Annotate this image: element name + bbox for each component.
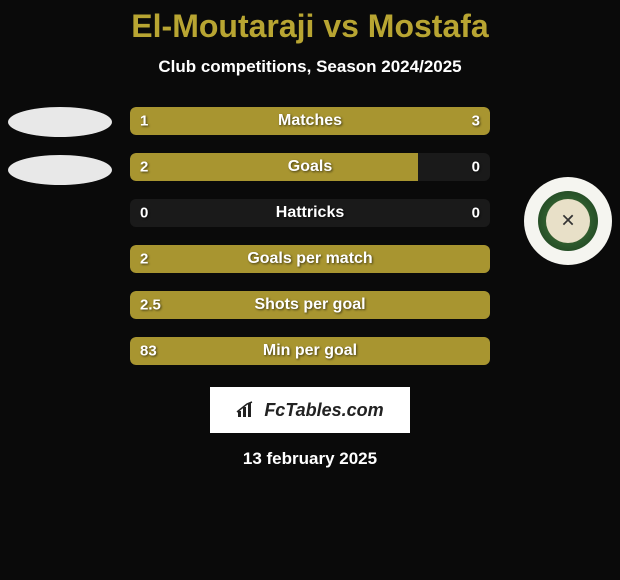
bar-fill-right: [220, 107, 490, 135]
footer-brand: FcTables.com: [210, 387, 410, 433]
stat-row: 2 Goals per match: [130, 245, 490, 273]
stat-row: 2.5 Shots per goal: [130, 291, 490, 319]
stat-label: Min per goal: [263, 342, 357, 360]
stat-label: Shots per goal: [254, 296, 365, 314]
stat-value-left: 0: [140, 205, 148, 222]
stat-value-left: 1: [140, 113, 148, 130]
stat-value-left: 2.5: [140, 297, 161, 314]
stat-value-left: 2: [140, 251, 148, 268]
stat-label: Hattricks: [276, 204, 344, 222]
stat-label: Matches: [278, 112, 342, 130]
left-logo-placeholder-2: [8, 155, 112, 185]
stat-bars: 1 Matches 3 2 Goals 0 0 Hattricks 0 2 Goals per ma…: [130, 107, 490, 365]
stat-row: 83 Min per goal: [130, 337, 490, 365]
stat-value-left: 83: [140, 343, 157, 360]
stat-value-right: 0: [472, 205, 480, 222]
footer-brand-text: FcTables.com: [264, 400, 383, 421]
stat-value-right: 3: [472, 113, 480, 130]
left-player-logos: [8, 107, 112, 185]
stat-row: 1 Matches 3: [130, 107, 490, 135]
club-badge-icon: [524, 177, 612, 265]
left-logo-placeholder-1: [8, 107, 112, 137]
bar-fill-left: [130, 153, 418, 181]
subtitle: Club competitions, Season 2024/2025: [0, 57, 620, 77]
stat-label: Goals per match: [247, 250, 372, 268]
chart-icon: [236, 401, 258, 419]
right-player-logo: [524, 177, 612, 265]
footer-date: 13 february 2025: [0, 449, 620, 469]
stat-value-left: 2: [140, 159, 148, 176]
stat-value-right: 0: [472, 159, 480, 176]
stat-row: 2 Goals 0: [130, 153, 490, 181]
stats-comparison-infographic: El-Moutaraji vs Mostafa Club competition…: [0, 0, 620, 469]
page-title: El-Moutaraji vs Mostafa: [0, 8, 620, 45]
main-content: 1 Matches 3 2 Goals 0 0 Hattricks 0 2 Goals per ma…: [0, 107, 620, 365]
stat-label: Goals: [288, 158, 332, 176]
stat-row: 0 Hattricks 0: [130, 199, 490, 227]
